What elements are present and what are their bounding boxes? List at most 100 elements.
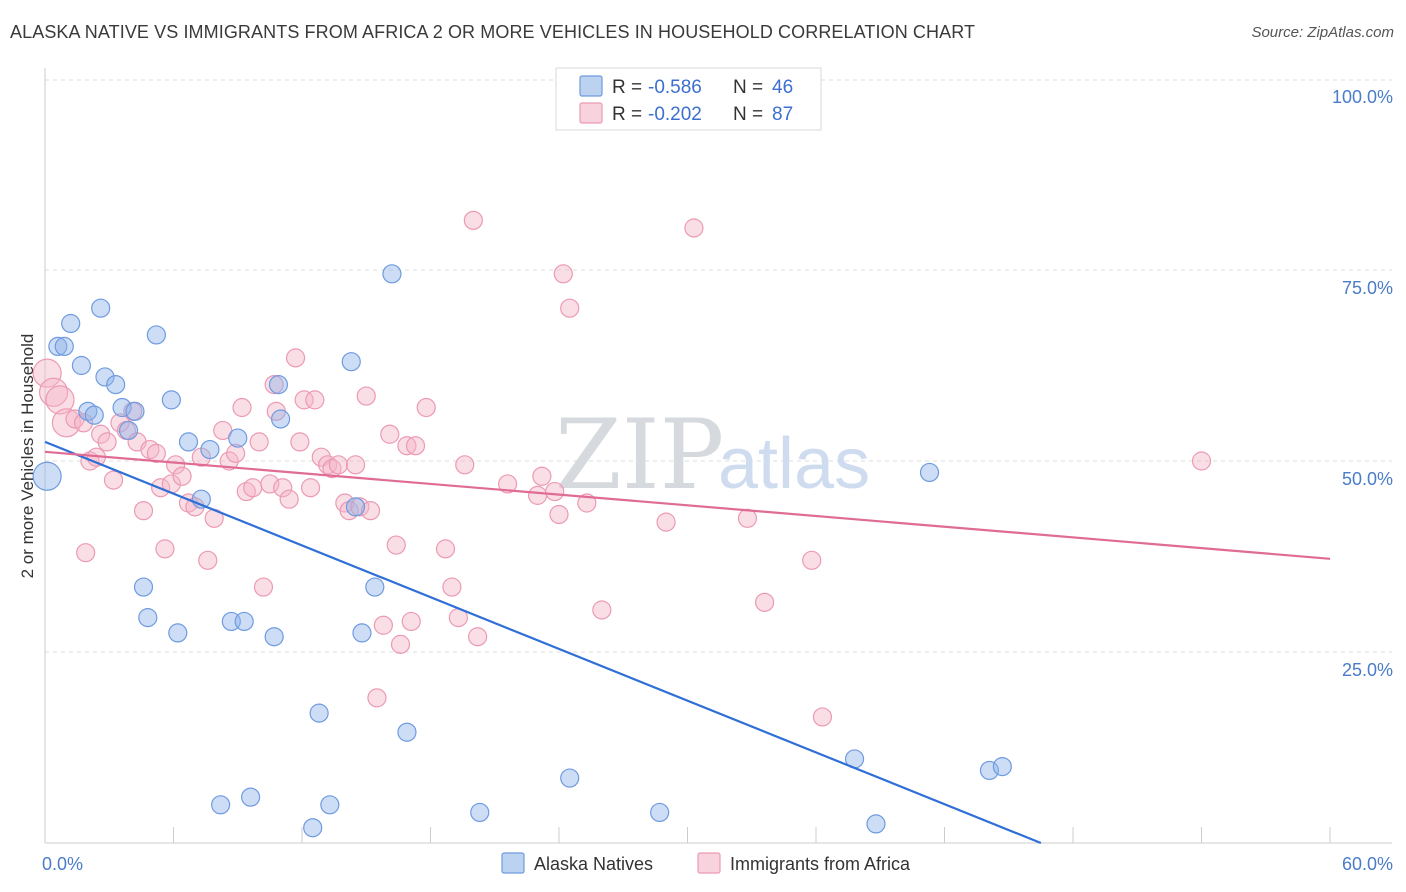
immigrant-africa-point	[350, 497, 370, 517]
y-tick-label: 100.0%	[1332, 87, 1393, 107]
immigrant-africa-point	[754, 592, 775, 612]
immigrant-africa-point	[300, 478, 321, 498]
alaska-native-point	[146, 325, 166, 345]
alaska-native-point	[161, 390, 181, 410]
immigrant-africa-point	[279, 489, 299, 509]
immigrant-africa-point	[166, 455, 186, 475]
bottom-legend-swatch-alaska-natives	[501, 852, 525, 874]
trend-line-alaska-natives	[44, 440, 1042, 845]
immigrant-africa-point	[532, 466, 552, 486]
bottom-legend-swatch-immigrants-from-africa	[697, 852, 721, 874]
immigrant-africa-point	[172, 466, 192, 486]
alaska-native-point	[138, 608, 158, 628]
immigrant-africa-point	[405, 436, 426, 456]
immigrant-africa-point	[213, 420, 233, 441]
immigrant-africa-point	[373, 615, 393, 635]
immigrant-africa-point	[146, 443, 166, 463]
immigrant-africa-point	[360, 501, 381, 521]
alaska-native-point	[95, 367, 115, 387]
alaska-native-point	[71, 355, 92, 376]
immigrant-africa-point	[290, 432, 310, 452]
alaska-native-point	[48, 336, 68, 356]
immigrant-africa-point	[549, 504, 569, 525]
immigrant-africa-point	[560, 298, 580, 318]
immigrant-africa-point	[577, 493, 597, 513]
alaska-native-point	[309, 703, 329, 723]
legend-r-label: R =	[612, 77, 642, 98]
legend-swatch-alaska-natives	[579, 75, 603, 97]
immigrant-africa-point	[243, 478, 263, 498]
immigrant-africa-point	[390, 634, 411, 654]
immigrant-africa-point	[684, 218, 704, 238]
immigrant-africa-point	[264, 375, 284, 395]
y-axis-label: 2 or more Vehicles in Household	[18, 334, 37, 579]
gridlines	[45, 79, 1392, 653]
immigrant-africa-point	[401, 611, 421, 632]
immigrant-africa-point	[356, 386, 376, 406]
alaska-native-point	[365, 577, 385, 597]
immigrant-africa-point	[294, 390, 314, 410]
immigrant-africa-point	[32, 358, 62, 388]
axis-ticks: 25.0% 50.0% 75.0% 100.0% 0.0% 60.0%	[42, 87, 1393, 874]
immigrant-africa-point	[527, 485, 548, 505]
immigrant-africa-point	[442, 577, 462, 597]
immigrant-africa-point	[133, 501, 154, 521]
alaska-native-point	[32, 461, 62, 491]
immigrant-africa-point	[367, 688, 387, 708]
immigrant-africa-point	[812, 707, 833, 727]
alaska-native-point	[345, 497, 366, 517]
immigrant-africa-point	[802, 550, 822, 570]
immigrant-africa-point	[45, 385, 75, 415]
immigrant-africa-point	[91, 424, 111, 444]
watermark: ZIP atlas	[555, 399, 870, 511]
legend-swatch-immigrants-from-africa	[579, 102, 603, 124]
source-label: Source: ZipAtlas.com	[1251, 24, 1394, 41]
alaska-native-point	[397, 722, 417, 742]
immigrant-africa-point	[328, 455, 349, 475]
y-tick-label: 25.0%	[1342, 660, 1393, 680]
alaska-native-point	[268, 375, 289, 395]
alaska-native-point	[650, 802, 670, 823]
immigrant-africa-point	[435, 539, 456, 559]
alaska-native-point	[211, 795, 231, 815]
immigrant-africa-point	[656, 512, 676, 532]
legend-n-label: N =	[733, 104, 763, 125]
series-alaska-natives	[32, 264, 1012, 838]
immigrant-africa-point	[249, 432, 269, 452]
immigrant-africa-point	[198, 550, 218, 570]
chart-title: ALASKA NATIVE VS IMMIGRANTS FROM AFRICA …	[10, 22, 976, 42]
bottom-legend: Alaska Natives Immigrants from Africa	[501, 852, 911, 874]
legend-n-value: 46	[772, 77, 793, 98]
alaska-native-point	[341, 352, 361, 372]
legend-n-label: N =	[733, 77, 763, 98]
alaska-native-point	[320, 795, 340, 815]
immigrant-africa-point	[305, 390, 325, 410]
alaska-native-point	[200, 439, 220, 460]
immigrant-africa-point	[226, 443, 246, 463]
immigrant-africa-point	[737, 508, 758, 528]
legend-n-value: 87	[772, 104, 793, 125]
alaska-native-point	[228, 428, 248, 448]
alaska-native-point	[270, 409, 291, 429]
immigrant-africa-point	[545, 481, 565, 502]
y-tick-label: 75.0%	[1342, 278, 1393, 298]
alaska-native-point	[125, 401, 145, 421]
alaska-native-point	[382, 264, 402, 284]
immigrant-africa-point	[498, 474, 518, 494]
alaska-native-point	[241, 787, 261, 807]
watermark-zip: ZIP	[555, 399, 724, 511]
legend: R = -0.586 N = 46 R = -0.202 N = 87	[555, 67, 822, 131]
alaska-native-point	[560, 768, 580, 788]
immigrant-africa-point	[253, 577, 274, 597]
alaska-native-point	[106, 375, 126, 395]
immigrant-africa-point	[455, 455, 475, 475]
legend-r-value: -0.202	[648, 104, 702, 125]
immigrant-africa-point	[273, 478, 293, 498]
immigrant-africa-point	[1191, 451, 1212, 471]
alaska-native-point	[178, 432, 199, 452]
alaska-native-point	[133, 577, 154, 597]
alaska-native-point	[118, 420, 139, 441]
alaska-native-point	[168, 623, 188, 643]
alaska-native-point	[352, 623, 372, 643]
alaska-native-point	[61, 313, 81, 334]
